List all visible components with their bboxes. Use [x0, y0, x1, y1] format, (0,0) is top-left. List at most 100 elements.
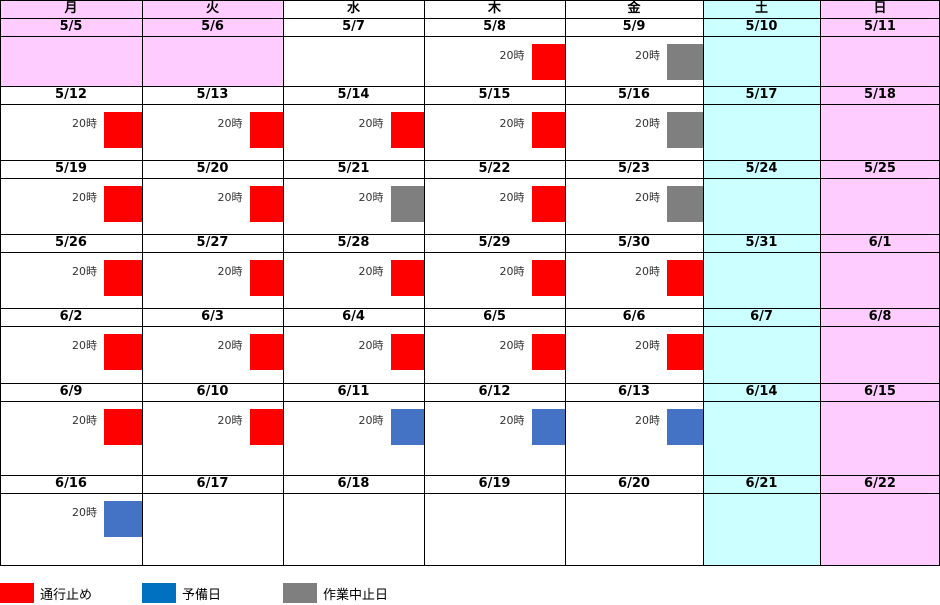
date-label: 6/9 [0, 383, 142, 401]
date-label: 5/12 [0, 86, 142, 104]
grid-line-vertical [424, 0, 425, 566]
date-label: 5/17 [703, 86, 820, 104]
date-label: 6/13 [565, 383, 703, 401]
date-label: 6/8 [820, 308, 940, 326]
day-cell [0, 36, 142, 86]
legend-swatch [142, 583, 176, 603]
day-cell [820, 36, 940, 86]
date-label: 5/27 [142, 234, 283, 252]
day-cell [703, 178, 820, 234]
grid-line-horizontal [0, 36, 940, 37]
date-label: 5/14 [283, 86, 424, 104]
date-label: 6/14 [703, 383, 820, 401]
weekday-header-0: 月 [0, 0, 142, 18]
day-cell [283, 493, 424, 565]
day-cell [703, 493, 820, 565]
grid-line-vertical [820, 0, 821, 566]
legend-item: 予備日 [142, 583, 221, 603]
grid-line-horizontal [0, 234, 940, 235]
date-label: 6/10 [142, 383, 283, 401]
date-label: 6/17 [142, 475, 283, 493]
day-cell [820, 252, 940, 308]
day-cell [142, 493, 283, 565]
grid-line-horizontal [0, 475, 940, 476]
start-time-label: 20時 [358, 339, 384, 352]
start-time-label: 20時 [358, 117, 384, 130]
weekday-header-5: 土 [703, 0, 820, 18]
grid-line-horizontal [0, 178, 940, 179]
weekday-header-4: 金 [627, 1, 641, 16]
date-label: 6/11 [283, 383, 424, 401]
date-label: 6/20 [565, 475, 703, 493]
date-label: 6/19 [424, 475, 565, 493]
start-time-label: 20時 [635, 49, 660, 62]
grid-line-vertical [565, 0, 566, 566]
day-cell [820, 401, 940, 475]
start-time-label: 20時 [499, 191, 525, 204]
day-cell [424, 493, 565, 565]
day-cell [820, 493, 940, 565]
date-label: 6/1 [820, 234, 940, 252]
day-cell [703, 326, 820, 383]
legend-label: 通行止め [40, 587, 93, 603]
date-label: 6/4 [283, 308, 424, 326]
start-time-label: 20時 [499, 265, 525, 278]
day-cell [703, 252, 820, 308]
grid-line-vertical [0, 0, 1, 566]
start-time-label: 20時 [358, 191, 384, 204]
date-label: 5/22 [424, 160, 565, 178]
date-label: 5/8 [424, 18, 565, 36]
legend-item: 通行止め [0, 583, 92, 603]
grid-line-vertical [283, 0, 284, 566]
date-label: 5/18 [820, 86, 940, 104]
date-label: 6/18 [283, 475, 424, 493]
date-label: 5/19 [0, 160, 142, 178]
date-label: 6/22 [820, 475, 940, 493]
date-label: 6/21 [703, 475, 820, 493]
day-cell [142, 36, 283, 86]
start-time-label: 20時 [635, 339, 660, 352]
grid-line-horizontal [0, 383, 940, 384]
date-label: 5/20 [142, 160, 283, 178]
day-cell [565, 493, 703, 565]
weekday-header-3: 木 [487, 1, 501, 16]
start-time-label: 20時 [635, 265, 660, 278]
start-time-label: 20時 [358, 414, 384, 427]
start-time-label: 20時 [635, 191, 660, 204]
date-label: 5/29 [424, 234, 565, 252]
date-label: 5/13 [142, 86, 283, 104]
day-cell [283, 36, 424, 86]
date-label: 6/12 [424, 383, 565, 401]
date-label: 5/30 [565, 234, 703, 252]
legend-item: 作業中止日 [283, 583, 388, 603]
grid-line-horizontal [0, 401, 940, 402]
grid-line-vertical [703, 0, 704, 566]
grid-line-horizontal [0, 104, 940, 105]
date-label: 6/2 [0, 308, 142, 326]
date-label: 5/5 [0, 18, 142, 36]
start-time-label: 20時 [217, 414, 243, 427]
legend-swatch [0, 583, 34, 603]
grid-line-horizontal [0, 326, 940, 327]
date-label: 5/31 [703, 234, 820, 252]
date-label: 6/7 [703, 308, 820, 326]
grid-line-horizontal [0, 0, 940, 1]
weekday-header-2: 水 [346, 1, 360, 16]
date-label: 6/16 [0, 475, 142, 493]
date-label: 6/6 [565, 308, 703, 326]
grid-line-horizontal [0, 565, 940, 566]
start-time-label: 20時 [72, 339, 97, 352]
legend-label: 予備日 [182, 587, 222, 603]
date-label: 5/10 [703, 18, 820, 36]
date-label: 6/5 [424, 308, 565, 326]
day-cell [820, 104, 940, 160]
start-time-label: 20時 [499, 49, 525, 62]
grid-line-vertical [142, 0, 143, 566]
grid-line-horizontal [0, 86, 940, 87]
start-time-label: 20時 [217, 265, 243, 278]
grid-line-horizontal [0, 493, 940, 494]
start-time-label: 20時 [72, 506, 97, 519]
start-time-label: 20時 [635, 117, 660, 130]
start-time-label: 20時 [499, 117, 525, 130]
date-label: 5/7 [283, 18, 424, 36]
